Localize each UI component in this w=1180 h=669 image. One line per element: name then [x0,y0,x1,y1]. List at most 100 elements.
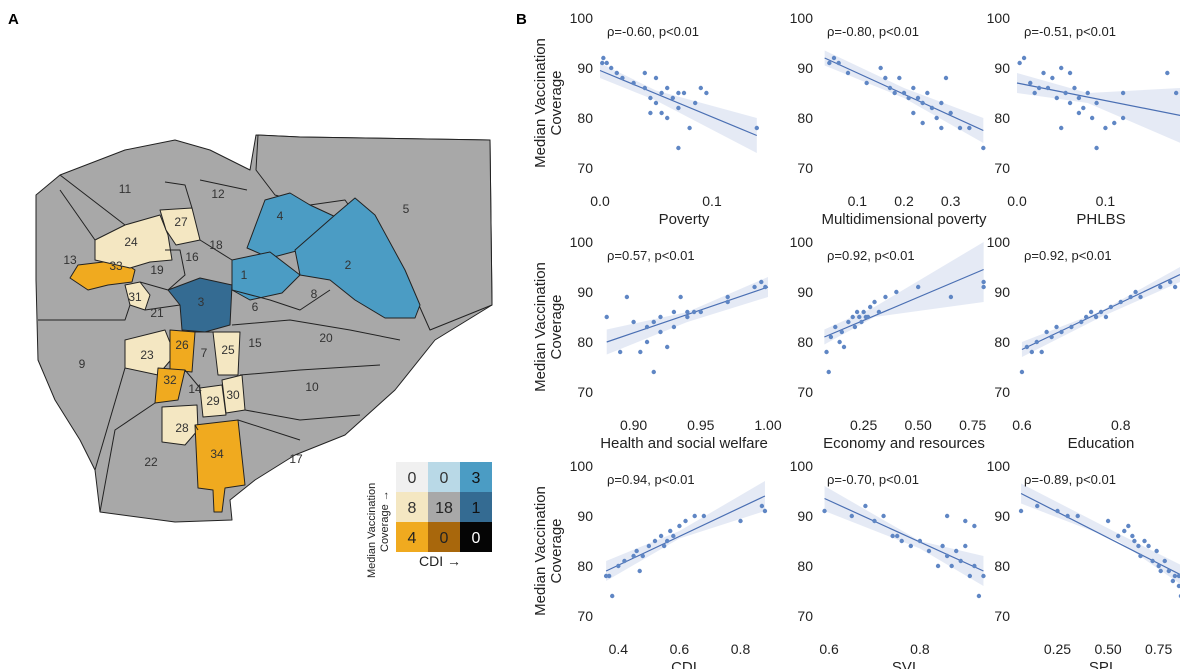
scatter-panel-4: 70 80 90 100 0.90 0.95 1.00 Health and social w… [532,234,782,452]
y-tick-label: 80 [797,110,813,126]
data-point [831,55,837,61]
data-point [1039,349,1044,355]
legend-cell-1-2 [460,492,492,522]
data-point [872,518,877,524]
x-tick-label: 0.6 [819,641,839,657]
data-point [670,95,675,101]
y-tick-label: 70 [994,160,1010,176]
data-point [610,593,615,599]
data-point [600,60,605,66]
data-point [1103,314,1109,320]
district-34 [194,419,246,513]
data-point [852,324,858,330]
data-point [967,573,973,579]
x-axis-label: PHLBS [1076,211,1125,228]
data-point [759,279,764,285]
district-label-4: 4 [277,209,284,223]
y-tick-label: 80 [797,558,813,574]
legend-cell-count: 0 [440,530,449,547]
data-point [1150,558,1155,564]
y-tick-label: 80 [577,334,593,350]
data-point [609,65,614,71]
data-point [1054,324,1059,330]
data-point [1120,90,1126,96]
confidence-band [1017,73,1180,143]
district-28 [161,404,199,446]
y-tick-label: 70 [577,160,593,176]
correlation-annotation: ρ=-0.51, p<0.01 [1024,24,1116,39]
x-tick-label: 0.90 [620,417,647,433]
y-tick-label: 70 [797,608,813,624]
x-axis-label: Poverty [659,211,710,228]
data-point [878,65,883,71]
data-point [1032,90,1037,96]
data-point [1063,90,1068,96]
data-point [691,309,697,315]
data-point [661,543,667,549]
x-axis-label: Multidimensional poverty [821,211,987,228]
data-point [1112,120,1117,126]
x-tick-label: 0.0 [590,193,610,209]
data-point [1156,563,1161,569]
data-point [1098,309,1104,315]
regression-line [599,69,758,137]
data-point [1126,523,1131,529]
y-tick-label: 90 [577,60,593,76]
data-point [1024,344,1030,350]
data-point [665,538,670,544]
data-point [1049,334,1054,340]
data-point [622,558,627,564]
legend-cell-count: 4 [408,530,417,547]
data-point [1059,329,1064,335]
data-point [631,319,636,325]
data-point [676,105,681,111]
x-axis-label: Health and social welfare [600,435,768,452]
confidence-band [1021,483,1180,584]
y-tick-label: 100 [570,458,594,474]
data-point [648,110,653,116]
data-point [1108,304,1114,310]
data-point [1165,70,1170,76]
data-point [865,314,871,320]
data-point [925,90,930,96]
data-point [892,90,897,96]
confidence-band [606,481,765,581]
data-point [976,593,982,599]
data-point [1041,70,1046,76]
data-point [845,70,851,76]
data-point [648,95,653,101]
data-point [1142,538,1147,544]
x-axis-label: Education [1068,435,1135,452]
x-tick-label: 0.75 [1145,641,1172,657]
data-point [901,90,907,96]
data-point [1021,55,1027,61]
district-label-29: 29 [206,394,220,408]
data-point [646,543,652,549]
y-tick-label: 80 [994,558,1010,574]
correlation-annotation: ρ=-0.89, p<0.01 [1024,472,1116,487]
data-point [1122,528,1127,534]
district-label-7: 7 [201,346,208,360]
regression-line [605,495,766,572]
data-point [642,85,647,91]
data-point [671,324,677,330]
district-label-13: 13 [63,253,77,267]
district-label-22: 22 [144,455,158,469]
data-point [1081,105,1086,111]
data-point [671,309,677,315]
data-point [1094,145,1099,151]
data-point [859,319,864,325]
x-tick-label: 0.6 [1012,417,1032,433]
x-axis-label: Economy and resources [823,435,985,452]
data-point [1094,100,1099,106]
scatter-panel-7: 70 80 90 100 0.4 0.6 0.8 CDI ρ=0.94, p<0.01 Media… [532,458,768,669]
data-point [1170,578,1176,584]
data-point [725,294,730,300]
data-point [1019,369,1025,375]
data-point [981,279,986,285]
data-point [1034,339,1039,345]
data-point [850,314,855,320]
data-point [1079,319,1084,325]
data-point [738,518,743,524]
